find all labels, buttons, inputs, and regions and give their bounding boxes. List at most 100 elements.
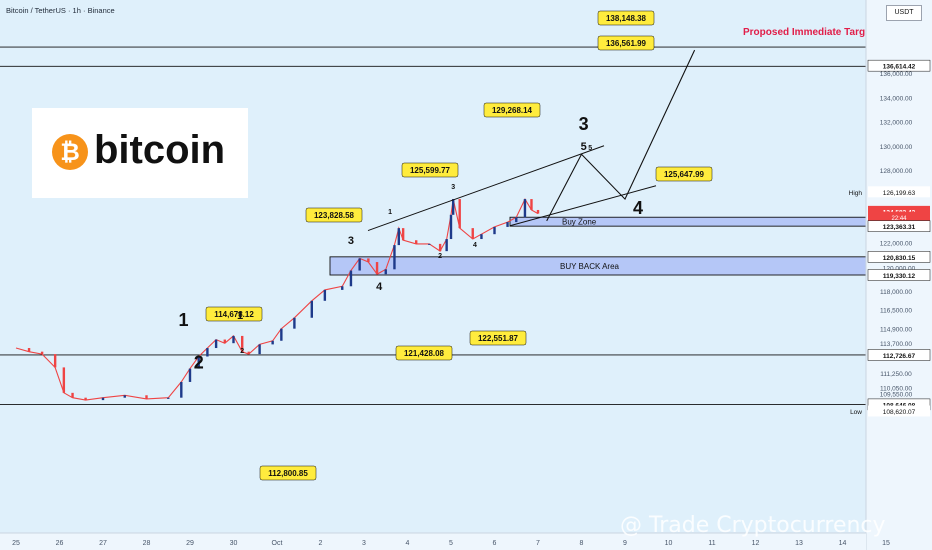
time-tick-label: Oct (272, 540, 283, 547)
price-callout: 138,148.38 (597, 10, 655, 26)
price-axis-label: 112,726.67 (867, 349, 931, 361)
bitcoin-logo: ₿ bitcoin (32, 108, 248, 198)
candle (280, 328, 283, 341)
wave-label: 2 (438, 253, 442, 260)
price-axis-label-box (867, 349, 931, 361)
candle (258, 344, 261, 355)
price-tick-label: 128,000.00 (880, 168, 913, 175)
price-axis-label-text: 136,614.42 (883, 64, 916, 71)
candle (480, 234, 483, 240)
candle (180, 381, 183, 398)
price-tick-label: 110,050.00 (880, 385, 912, 392)
candle (271, 340, 274, 345)
price-series (15, 197, 539, 401)
currency-button[interactable]: USDT (886, 5, 922, 21)
price-axis-label-text: 112,726.67 (883, 353, 916, 360)
candle (515, 217, 518, 223)
time-tick-label: 14 (839, 540, 847, 547)
wave-label: 3 (451, 184, 455, 191)
price-axis-prefix: Low (850, 409, 862, 416)
price-tick-label: 113,700.00 (880, 341, 912, 348)
price-callout-text: 121,428.08 (404, 349, 445, 358)
candle (367, 258, 370, 263)
candle (323, 289, 327, 301)
price-callout-text: 112,800.85 (268, 469, 308, 478)
price-axis-label-text: 119,330.12 (883, 273, 916, 280)
price-axis-label: 136,614.42 (867, 59, 931, 72)
price-callout-text: 125,599.77 (410, 166, 451, 175)
candle (449, 214, 453, 240)
price-callout-box (483, 102, 541, 118)
candle (358, 258, 361, 271)
zone-label: Buy Zone (562, 218, 597, 227)
candle (349, 270, 353, 287)
price-callout-text: 129,268.14 (492, 106, 533, 115)
price-callout-box (469, 330, 527, 346)
time-tick-label: 4 (406, 540, 410, 547)
candle (506, 222, 509, 227)
price-axis-label-text: 22:44 (891, 216, 907, 222)
time-tick-label: 3 (362, 540, 366, 547)
candle (247, 351, 250, 355)
target-label: Proposed Immediate Target (743, 27, 875, 38)
bitcoin-wordmark: bitcoin (94, 128, 226, 172)
price-tick-label: 111,250.00 (880, 371, 912, 378)
candle (206, 348, 209, 357)
price-callout-box (395, 345, 453, 361)
candle (471, 228, 474, 240)
price-tick-label: 116,500.00 (880, 307, 912, 314)
price-callout: 125,599.77 (401, 162, 459, 178)
candle (445, 239, 448, 252)
price-axis-label-text: 120,830.15 (883, 255, 916, 262)
wave-label: 4 (633, 198, 643, 218)
wave-label: 5 (581, 141, 587, 153)
price-callout-text: 122,551.87 (478, 334, 519, 343)
wave-label: 1 (178, 310, 188, 330)
price-callout-text: 138,148.38 (606, 14, 647, 23)
time-tick-label: 5 (449, 540, 453, 547)
price-callout: 114,678.12 (205, 306, 263, 322)
time-tick-label: 28 (143, 540, 151, 547)
price-axis-label-box (868, 211, 930, 223)
candle (375, 262, 379, 275)
candle (438, 243, 442, 252)
wave-label: 1 (237, 310, 243, 322)
price-axis-label: 22:44 (868, 211, 930, 223)
candle (145, 395, 148, 399)
time-axis-panel (0, 533, 866, 550)
candle (451, 199, 455, 215)
candle (53, 354, 57, 368)
candle (458, 199, 461, 229)
channel-lower-line (509, 185, 657, 227)
time-tick-label: 12 (752, 540, 760, 547)
candle (493, 226, 496, 235)
candle (428, 243, 431, 245)
candle (101, 397, 105, 401)
candle (310, 300, 313, 318)
price-axis-label-box (868, 186, 930, 198)
price-callout-box (259, 465, 317, 481)
wave-label: 4 (376, 281, 383, 293)
price-tick-label: 122,000.00 (880, 241, 913, 248)
price-tick-label: 109,550.00 (880, 391, 913, 398)
price-tick-label: 136,000.00 (880, 71, 913, 78)
price-callout-box (655, 166, 713, 182)
price-axis-label-box (868, 405, 930, 417)
candle (384, 269, 387, 275)
price-axis-label-box (867, 59, 931, 72)
candle (188, 368, 192, 382)
time-tick-label: 15 (882, 540, 890, 547)
price-callout-box (597, 10, 655, 26)
candle (197, 356, 200, 369)
price-axis-label: 126,199.63 High (849, 186, 930, 198)
candle (167, 397, 170, 399)
price-axis-label-text: 126,199.63 (883, 190, 916, 197)
price-axis-label: 108,620.07 Low (850, 405, 930, 417)
candle (62, 367, 66, 393)
wave-label: 2 (240, 348, 244, 355)
wave-label: 4 (473, 242, 477, 249)
channel-upper-line (367, 145, 605, 232)
price-tick-label: 132,000.00 (880, 120, 913, 127)
wave-label: 3 (579, 114, 589, 134)
